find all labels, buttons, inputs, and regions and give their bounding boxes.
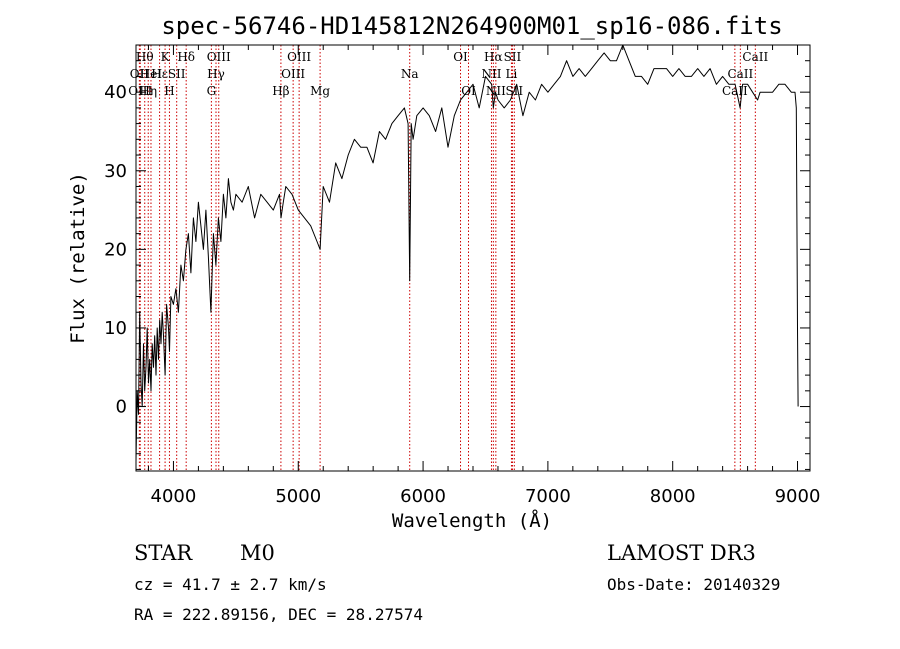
chart-title: spec-56746-HD145812N264900M01_sp16-086.f… <box>161 12 782 40</box>
line-label-5: Hε <box>151 67 168 81</box>
y-tick-label-0: 0 <box>116 397 127 418</box>
line-label-12: OIII <box>207 50 231 64</box>
line-label-10: G <box>207 84 217 98</box>
x-axis-label: Wavelength (Å) <box>392 509 552 532</box>
spectral-subclass: M0 <box>240 541 275 565</box>
line-label-9: Hδ <box>177 50 195 64</box>
line-label-21: Hα <box>484 50 503 64</box>
y-axis-ticks: 0 10 20 30 40 <box>104 60 810 470</box>
line-label-18: OI <box>453 50 468 64</box>
line-label-3: Hη <box>139 84 157 98</box>
y-tick-label-3: 30 <box>104 161 127 182</box>
line-markers <box>138 45 756 471</box>
line-label-22: NII <box>486 84 506 98</box>
line-label-2: Hθ <box>136 50 154 64</box>
line-label-8: SII <box>168 67 186 81</box>
line-label-13: Hβ <box>272 84 289 98</box>
x-tick-label-5: 9000 <box>775 486 821 507</box>
x-tick-label-1: 5000 <box>275 486 321 507</box>
y-axis-label: Flux (relative) <box>67 172 89 344</box>
spectrum-series <box>135 44 799 462</box>
x-tick-label-2: 6000 <box>400 486 446 507</box>
line-label-16: Mg <box>310 84 330 98</box>
y-tick-label-2: 20 <box>104 239 127 260</box>
line-label-28: CaII <box>742 50 768 64</box>
y-tick-label-4: 40 <box>104 82 127 103</box>
spectrum-line <box>135 44 799 462</box>
object-type: STAR <box>134 541 193 565</box>
line-label-27: CaII <box>727 67 753 81</box>
plot-frame <box>135 44 811 472</box>
line-label-0: OII <box>130 67 150 81</box>
x-tick-label-0: 4000 <box>151 486 197 507</box>
line-label-1: OIII <box>128 84 152 98</box>
line-label-17: Na <box>401 67 419 81</box>
y-tick-label-1: 10 <box>104 318 127 339</box>
x-axis-ticks: 4000 5000 6000 7000 8000 9000 <box>147 45 821 507</box>
survey-name: LAMOST DR3 <box>607 541 756 565</box>
line-label-4: HeI <box>140 67 163 81</box>
line-label-15: OIII <box>287 50 311 64</box>
line-label-7: H <box>164 84 174 98</box>
line-label-24: SII <box>504 50 522 64</box>
observation-date: Obs-Date: 20140329 <box>607 575 780 594</box>
coordinates-readout: RA = 222.89156, DEC = 28.27574 <box>134 605 423 624</box>
line-label-14: OIII <box>281 67 305 81</box>
redshift-readout: cz = 41.7 ± 2.7 km/s <box>134 575 327 594</box>
line-label-11: Hγ <box>207 67 225 81</box>
x-tick-label-3: 7000 <box>525 486 571 507</box>
line-label-23: Li <box>506 67 518 81</box>
line-label-6: K <box>161 50 171 64</box>
x-tick-label-4: 8000 <box>650 486 696 507</box>
